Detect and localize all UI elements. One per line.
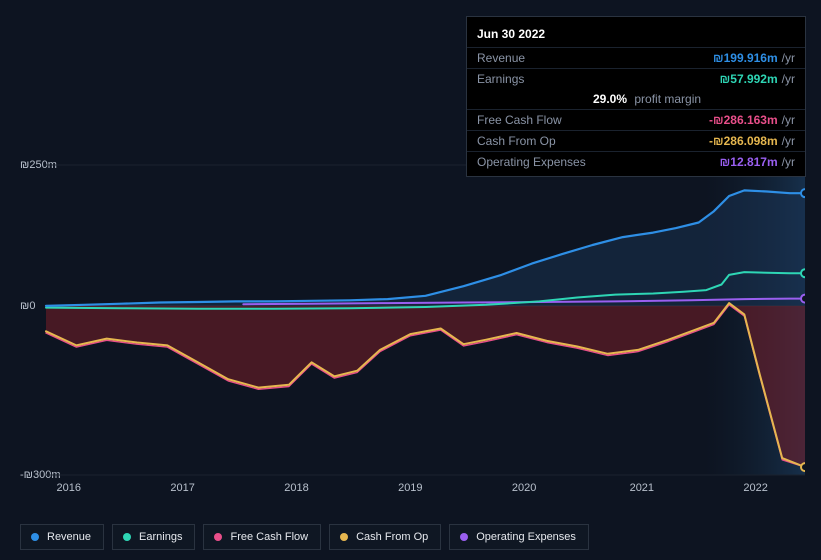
x-tick-label: 2017 xyxy=(170,482,194,494)
legend-item[interactable]: Operating Expenses xyxy=(449,524,589,550)
tooltip-row-fcf: Free Cash Flow -₪286.163m /yr xyxy=(467,109,805,130)
tooltip-date: Jun 30 2022 xyxy=(467,21,805,47)
legend-item[interactable]: Cash From Op xyxy=(329,524,441,550)
legend-swatch-icon xyxy=(123,533,131,541)
tooltip-margin-label: profit margin xyxy=(634,92,701,106)
tooltip-label: Operating Expenses xyxy=(477,155,720,169)
legend-swatch-icon xyxy=(214,533,222,541)
tooltip-label: Revenue xyxy=(477,51,713,65)
legend-item[interactable]: Free Cash Flow xyxy=(203,524,321,550)
tooltip-suffix: /yr xyxy=(782,51,795,65)
legend-swatch-icon xyxy=(460,533,468,541)
legend-label: Earnings xyxy=(139,531,182,543)
tooltip-suffix: /yr xyxy=(782,155,795,169)
legend-label: Cash From Op xyxy=(356,531,428,543)
tooltip-label: Cash From Op xyxy=(477,134,709,148)
legend-label: Operating Expenses xyxy=(476,531,576,543)
chart-tooltip: Jun 30 2022 Revenue ₪199.916m /yr Earnin… xyxy=(466,16,806,177)
legend-item[interactable]: Revenue xyxy=(20,524,104,550)
tooltip-row-revenue: Revenue ₪199.916m /yr xyxy=(467,47,805,68)
tooltip-row-margin: 29.0% profit margin xyxy=(467,89,805,109)
x-tick-label: 2020 xyxy=(512,482,536,494)
tooltip-value: ₪57.992m xyxy=(720,72,778,86)
tooltip-row-cfo: Cash From Op -₪286.098m /yr xyxy=(467,130,805,151)
tooltip-value: ₪12.817m xyxy=(720,155,778,169)
legend-item[interactable]: Earnings xyxy=(112,524,195,550)
tooltip-label: Free Cash Flow xyxy=(477,113,709,127)
tooltip-label: Earnings xyxy=(477,72,720,86)
legend-label: Revenue xyxy=(47,531,91,543)
chart-svg xyxy=(16,160,805,480)
x-axis-labels: 2016 2017 2018 2019 2020 2021 2022 xyxy=(46,482,805,502)
legend-swatch-icon xyxy=(31,533,39,541)
tooltip-value: -₪286.163m xyxy=(709,113,778,127)
x-tick-label: 2018 xyxy=(284,482,308,494)
legend-label: Free Cash Flow xyxy=(230,531,308,543)
x-tick-label: 2021 xyxy=(630,482,654,494)
legend-swatch-icon xyxy=(340,533,348,541)
tooltip-value: -₪286.098m xyxy=(709,134,778,148)
tooltip-suffix: /yr xyxy=(782,134,795,148)
financials-chart[interactable]: ₪250m₪0-₪300m 20162017201820192020202120… xyxy=(16,160,805,500)
x-tick-label: 2019 xyxy=(398,482,422,494)
x-tick-label: 2016 xyxy=(57,482,81,494)
tooltip-value: ₪199.916m xyxy=(713,51,778,65)
tooltip-suffix: /yr xyxy=(782,72,795,86)
tooltip-margin-pct: 29.0% xyxy=(593,92,627,106)
tooltip-row-earnings: Earnings ₪57.992m /yr xyxy=(467,68,805,89)
tooltip-suffix: /yr xyxy=(782,113,795,127)
tooltip-row-opex: Operating Expenses ₪12.817m /yr xyxy=(467,151,805,172)
x-tick-label: 2022 xyxy=(743,482,767,494)
chart-legend: Revenue Earnings Free Cash Flow Cash From O… xyxy=(20,524,589,550)
